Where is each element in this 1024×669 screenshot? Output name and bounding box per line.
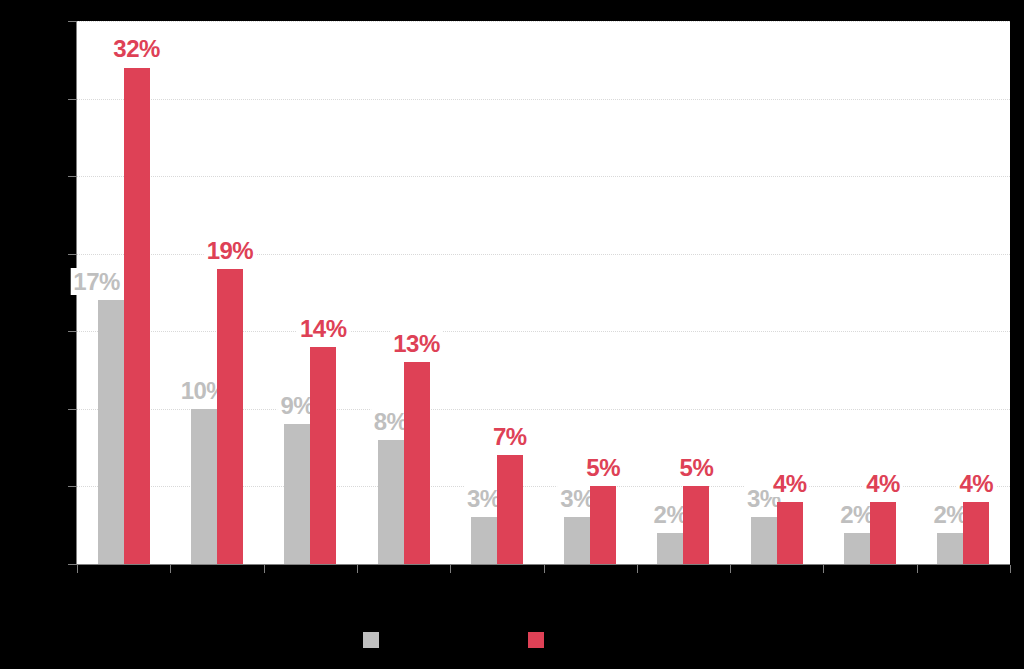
bar-label-red: 4%: [863, 470, 903, 497]
bar-red: 4%: [777, 502, 803, 564]
bar-label-red: 4%: [956, 470, 996, 497]
x-axis-tick: [823, 565, 824, 573]
y-axis-tick: [68, 409, 77, 410]
chart-canvas: 17%32%10%19%9%14%8%13%3%7%3%5%2%5%3%4%2%…: [0, 0, 1024, 669]
x-axis-tick: [730, 565, 731, 573]
x-axis-tick: [1010, 565, 1011, 573]
bar-group: 3%5%: [543, 21, 636, 564]
y-axis-tick: [68, 21, 77, 22]
bar-gray: 17%: [98, 300, 124, 564]
bar-gray: 9%: [284, 424, 310, 564]
bar-red: 13%: [404, 362, 430, 564]
bar-gray: 3%: [471, 517, 497, 564]
legend-swatch-gray: [363, 632, 379, 648]
bar-red: 19%: [217, 269, 243, 564]
bar-gray: 2%: [937, 533, 963, 564]
legend: [0, 632, 1024, 648]
bar-gray: 8%: [378, 440, 404, 564]
bar-group: 2%4%: [823, 21, 916, 564]
x-axis-tick: [77, 565, 78, 573]
bar-red: 7%: [497, 455, 523, 564]
x-axis-tick: [917, 565, 918, 573]
bar-group: 2%4%: [917, 21, 1010, 564]
x-axis-tick: [544, 565, 545, 573]
bar-group: 3%4%: [730, 21, 823, 564]
bar-label-red: 4%: [770, 470, 810, 497]
bar-gray: 3%: [564, 517, 590, 564]
bar-label-gray: 17%: [70, 268, 123, 295]
bar-gray: 3%: [751, 517, 777, 564]
x-axis-tick: [170, 565, 171, 573]
x-axis-tick: [450, 565, 451, 573]
bar-label-red: 13%: [390, 330, 443, 357]
bar-gray: 10%: [191, 409, 217, 564]
y-axis-tick: [68, 176, 77, 177]
legend-swatch-red: [528, 632, 544, 648]
bar-group: 9%14%: [264, 21, 357, 564]
bar-red: 4%: [870, 502, 896, 564]
y-axis-tick: [68, 564, 77, 565]
plot-area: 17%32%10%19%9%14%8%13%3%7%3%5%2%5%3%4%2%…: [76, 21, 1010, 565]
bar-group: 2%5%: [637, 21, 730, 564]
bar-groups: 17%32%10%19%9%14%8%13%3%7%3%5%2%5%3%4%2%…: [77, 21, 1010, 564]
bar-group: 8%13%: [357, 21, 450, 564]
bar-label-red: 14%: [297, 315, 350, 342]
bar-red: 4%: [963, 502, 989, 564]
bar-red: 14%: [310, 347, 336, 564]
bar-red: 5%: [590, 486, 616, 564]
bar-group: 17%32%: [77, 21, 170, 564]
bar-gray: 2%: [844, 533, 870, 564]
bar-gray: 2%: [657, 533, 683, 564]
bar-label-red: 7%: [490, 423, 530, 450]
bar-red: 5%: [683, 486, 709, 564]
bar-red: 32%: [124, 68, 150, 564]
x-axis-tick: [637, 565, 638, 573]
bar-label-red: 5%: [677, 454, 717, 481]
y-axis-tick: [68, 254, 77, 255]
y-axis-tick: [68, 486, 77, 487]
x-axis-tick: [357, 565, 358, 573]
y-axis-tick: [68, 331, 77, 332]
bar-group: 10%19%: [170, 21, 263, 564]
bar-label-red: 32%: [110, 35, 163, 62]
bar-label-red: 5%: [583, 454, 623, 481]
bar-label-red: 19%: [204, 237, 257, 264]
bar-group: 3%7%: [450, 21, 543, 564]
y-axis-tick: [68, 99, 77, 100]
x-axis-tick: [264, 565, 265, 573]
